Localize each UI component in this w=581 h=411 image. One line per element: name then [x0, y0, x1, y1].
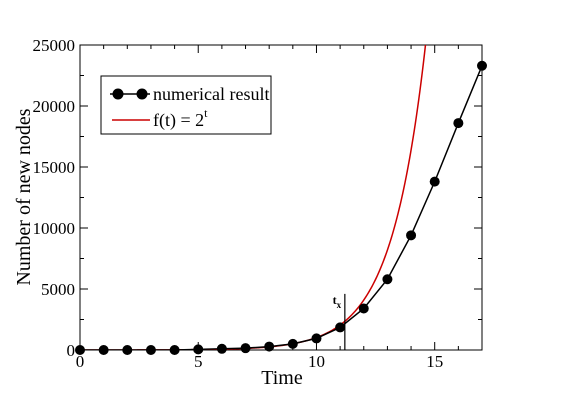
data-point: [382, 274, 393, 285]
data-point: [429, 176, 440, 187]
data-point: [75, 345, 85, 355]
data-point: [122, 345, 133, 355]
annotation-label-subscript: x: [337, 300, 342, 310]
data-point: [216, 343, 227, 354]
legend: numerical result f(t) = 2t: [100, 75, 272, 135]
x-tick-label: 0: [76, 352, 85, 371]
data-point: [98, 345, 109, 355]
data-point: [453, 118, 464, 129]
legend-label-numerical: numerical result: [153, 84, 269, 104]
y-tick-label: 10000: [33, 219, 76, 238]
data-point: [287, 338, 298, 349]
legend-label-exponential-base: f(t) = 2: [153, 110, 204, 131]
legend-swatch-numerical-marker-right: [136, 88, 148, 100]
y-axis-label: Number of new nodes: [13, 108, 35, 285]
y-tick-label: 15000: [33, 158, 76, 177]
x-tick-label: 10: [308, 352, 325, 371]
y-tick-label: 5000: [41, 280, 75, 299]
annotation-label-main: t: [333, 293, 337, 307]
data-point: [264, 341, 275, 352]
data-point: [358, 303, 369, 314]
legend-label-exponential: f(t) = 2t: [153, 106, 208, 131]
x-tick-label: 15: [426, 352, 443, 371]
legend-label-exponential-superscript: t: [204, 106, 208, 120]
data-point: [145, 345, 156, 355]
data-point: [240, 343, 251, 354]
series-markers-numerical: [75, 60, 487, 355]
legend-box: [100, 75, 272, 135]
x-axis-label: Time: [261, 367, 303, 389]
data-point: [169, 345, 180, 355]
data-point: [193, 344, 204, 355]
series-line-numerical: [80, 65, 482, 350]
tick-labels: 0 5 10 15 0 5000 10000 15000 20000 25000: [33, 36, 444, 371]
y-tick-label: 25000: [33, 36, 76, 55]
data-point: [477, 60, 487, 71]
data-point: [311, 333, 322, 344]
legend-swatch-numerical-marker-left: [112, 88, 124, 100]
annotation-label: tx: [333, 293, 342, 310]
data-point: [335, 322, 346, 333]
data-point: [406, 230, 417, 241]
y-tick-label: 0: [67, 341, 76, 360]
y-tick-label: 20000: [33, 97, 76, 116]
x-tick-label: 5: [194, 352, 203, 371]
